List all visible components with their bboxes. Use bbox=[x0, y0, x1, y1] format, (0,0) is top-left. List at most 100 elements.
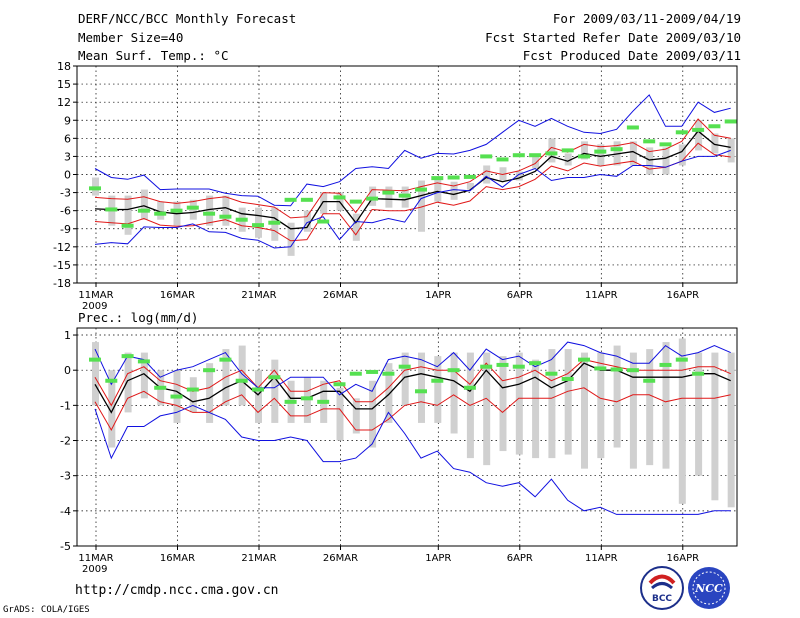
climatology-marker bbox=[594, 366, 607, 371]
x-tick-label: 1APR bbox=[425, 553, 451, 564]
y-tick-label: -3 bbox=[60, 187, 71, 200]
climatology-marker bbox=[692, 371, 705, 376]
range-bar bbox=[189, 377, 197, 413]
lower-spread-line bbox=[94, 142, 731, 242]
bcc-logo-text: BCC bbox=[652, 594, 672, 604]
climatology-marker bbox=[300, 396, 313, 401]
climatology-marker bbox=[252, 223, 264, 228]
y-tick-label: -4 bbox=[60, 505, 71, 518]
climatology-marker bbox=[382, 190, 395, 195]
climatology-marker bbox=[382, 371, 395, 376]
y-tick-label: -2 bbox=[60, 435, 71, 448]
y-tick-label: -15 bbox=[53, 259, 71, 272]
range-bar bbox=[483, 352, 491, 466]
climatology-marker bbox=[268, 220, 281, 225]
range-bar bbox=[418, 180, 425, 232]
climatology-marker bbox=[333, 382, 346, 387]
climatology-marker bbox=[268, 375, 281, 380]
climatology-marker bbox=[89, 186, 101, 191]
climatology-marker bbox=[610, 147, 623, 152]
range-bar bbox=[369, 186, 377, 206]
climatology-marker bbox=[203, 368, 216, 373]
y-tick-label: 1 bbox=[64, 329, 71, 342]
range-bar bbox=[352, 398, 360, 434]
range-bar bbox=[255, 207, 262, 238]
x-tick-label: 16MAR bbox=[160, 290, 195, 301]
y-tick-label: 12 bbox=[57, 96, 71, 109]
member-size: Member Size=40 bbox=[78, 30, 184, 45]
grads-credit: GrADS: COLA/IGES bbox=[3, 605, 90, 615]
climatology-marker bbox=[154, 211, 167, 216]
range-bar bbox=[434, 177, 442, 202]
ensemble-mean-line bbox=[94, 130, 731, 230]
range-bar bbox=[434, 356, 442, 423]
y-tick-label: 0 bbox=[64, 364, 71, 377]
climatology-marker bbox=[708, 124, 721, 129]
climatology-marker bbox=[415, 389, 427, 394]
y-tick-label: -6 bbox=[60, 205, 71, 218]
precip-panel-title: Prec.: log(mm/d) bbox=[78, 310, 198, 325]
y-tick-label: -18 bbox=[53, 277, 71, 290]
ncc-logo: NCC bbox=[688, 567, 730, 609]
climatology-marker bbox=[137, 359, 150, 364]
range-bar bbox=[597, 352, 605, 459]
range-bar bbox=[287, 222, 295, 256]
climatology-marker bbox=[366, 369, 379, 374]
range-bar bbox=[352, 213, 360, 241]
temperature-panel: -18 -15 -12 -9 -6 -3 0 3 6 9 12 15 18 11MAR 16MAR 21MAR… bbox=[53, 60, 738, 312]
maximum-line bbox=[94, 341, 731, 396]
x-tick-label: 6APR bbox=[507, 553, 533, 564]
climatology-marker bbox=[496, 157, 509, 162]
x-tick-label: 11APR bbox=[585, 553, 618, 564]
range-bar bbox=[662, 147, 670, 175]
range-bar bbox=[255, 370, 262, 423]
range-bar bbox=[466, 182, 474, 190]
range-bar bbox=[515, 171, 523, 181]
y-tick-label: 15 bbox=[57, 78, 71, 91]
y-tick-label: 18 bbox=[57, 60, 71, 73]
climatology-marker bbox=[463, 174, 476, 179]
range-bar bbox=[499, 356, 507, 452]
climatology-marker bbox=[545, 151, 558, 156]
climatology-marker bbox=[105, 207, 118, 212]
upper-spread-line bbox=[94, 118, 731, 219]
climatology-marker bbox=[235, 378, 248, 383]
start-date: Fcst Started Refer Date 2009/03/10 bbox=[485, 30, 741, 45]
x-tick-label: 26MAR bbox=[323, 553, 358, 564]
maximum-line bbox=[94, 94, 731, 207]
range-bar bbox=[206, 195, 214, 226]
climatology-marker bbox=[333, 195, 346, 200]
minimum-line bbox=[94, 149, 731, 249]
climatology-marker bbox=[252, 387, 264, 392]
climatology-marker bbox=[235, 217, 248, 222]
range-bar bbox=[613, 345, 621, 448]
source-url[interactable]: http://cmdp.ncc.cma.gov.cn bbox=[75, 583, 279, 598]
range-bar bbox=[548, 349, 556, 459]
y-tick-label: 3 bbox=[64, 150, 71, 163]
upper-spread-line bbox=[94, 359, 731, 407]
climatology-marker bbox=[349, 199, 362, 204]
range-bar bbox=[548, 138, 556, 163]
range-bar bbox=[646, 349, 654, 466]
range-bar bbox=[222, 195, 230, 226]
x-tick-label: 21MAR bbox=[241, 553, 276, 564]
climatology-marker bbox=[529, 153, 542, 158]
range-bar bbox=[140, 352, 148, 399]
x-tick-label: 11MAR bbox=[78, 553, 113, 564]
minimum-line bbox=[94, 404, 731, 515]
range-bar bbox=[581, 141, 588, 160]
range-bar bbox=[532, 359, 540, 459]
y-tick-label: -1 bbox=[60, 399, 71, 412]
climatology-marker bbox=[724, 119, 737, 124]
climatology-marker bbox=[170, 394, 183, 399]
climatology-marker bbox=[89, 357, 101, 362]
plot-frame bbox=[76, 327, 738, 547]
range-bar bbox=[711, 352, 719, 501]
range-bar bbox=[727, 138, 735, 163]
climatology-marker bbox=[398, 364, 411, 369]
forecast-period: For 2009/03/11-2009/04/19 bbox=[552, 11, 741, 26]
climatology-marker bbox=[578, 357, 590, 362]
climatology-marker bbox=[626, 125, 639, 130]
range-bar bbox=[238, 345, 246, 406]
